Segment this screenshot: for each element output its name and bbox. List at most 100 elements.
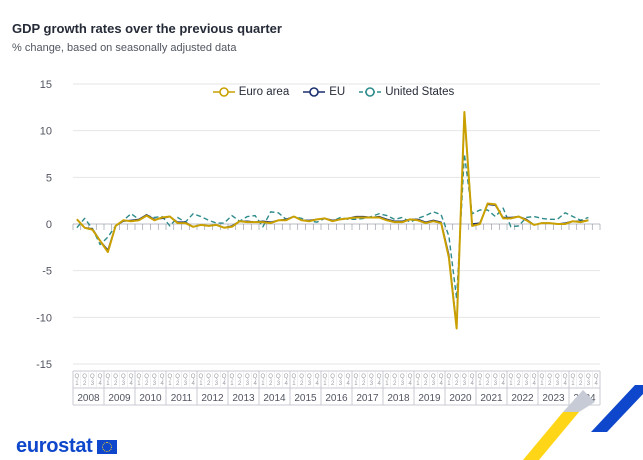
- series-line-united-states: [76, 153, 589, 300]
- quarter-label-number: 2: [424, 381, 428, 387]
- year-label-2011: 2011: [171, 393, 193, 404]
- decorative-stripes: [523, 385, 643, 460]
- quarter-label: Q: [509, 374, 514, 380]
- quarter-label-number: 2: [579, 381, 583, 387]
- quarter-label-number: 3: [587, 381, 591, 387]
- y-tick-label: -5: [42, 266, 52, 278]
- quarter-label: Q: [361, 374, 366, 380]
- quarter-label: Q: [137, 374, 142, 380]
- series-line-euro-area: [76, 111, 589, 330]
- y-tick-label: 10: [40, 126, 52, 138]
- quarter-label-number: 4: [563, 381, 567, 387]
- quarter-label-number: 1: [292, 381, 296, 387]
- legend-item-eu[interactable]: EU: [303, 86, 345, 98]
- quarter-label-number: 3: [432, 381, 436, 387]
- year-label-2012: 2012: [201, 393, 224, 404]
- quarter-label-number: 2: [486, 381, 490, 387]
- legend-item-united-states[interactable]: United States: [359, 86, 454, 98]
- blue-stripe: [591, 385, 643, 432]
- quarter-label-number: 3: [122, 381, 126, 387]
- legend-label-euro-area: Euro area: [238, 86, 290, 98]
- quarter-label-number: 1: [540, 381, 544, 387]
- quarter-label-number: 4: [594, 381, 598, 387]
- eurostat-logo: eurostat: [16, 435, 117, 458]
- quarter-label-number: 1: [168, 381, 172, 387]
- quarter-label: Q: [245, 374, 250, 380]
- quarter-label-number: 1: [323, 381, 327, 387]
- quarter-label: Q: [369, 374, 374, 380]
- year-label-2020: 2020: [449, 393, 472, 404]
- eu-flag-icon: [96, 439, 117, 454]
- quarter-label: Q: [106, 374, 111, 380]
- year-label-2023: 2023: [542, 393, 565, 404]
- quarter-label-number: 4: [470, 381, 474, 387]
- quarter-label: Q: [416, 374, 421, 380]
- quarter-label-number: 1: [509, 381, 513, 387]
- legend-item-euro-area[interactable]: Euro area: [212, 86, 290, 98]
- quarter-label: Q: [439, 374, 444, 380]
- quarter-label-number: 4: [532, 381, 536, 387]
- quarter-label: Q: [540, 374, 545, 380]
- quarter-label: Q: [276, 374, 281, 380]
- year-label-2016: 2016: [325, 393, 348, 404]
- quarter-label: Q: [315, 374, 320, 380]
- quarter-label: Q: [175, 374, 180, 380]
- chart-subtitle: % change, based on seasonally adjusted d…: [12, 42, 237, 54]
- chart-title: GDP growth rates over the previous quart…: [12, 21, 282, 36]
- quarter-label: Q: [563, 374, 568, 380]
- quarter-label: Q: [516, 374, 521, 380]
- quarter-label-number: 2: [114, 381, 118, 387]
- quarter-label: Q: [230, 374, 235, 380]
- chart-gridlines: [73, 83, 600, 365]
- quarter-label-number: 3: [525, 381, 529, 387]
- quarter-label: Q: [307, 374, 312, 380]
- year-label-2017: 2017: [356, 393, 379, 404]
- quarter-label-number: 2: [393, 381, 397, 387]
- quarter-label-number: 2: [517, 381, 521, 387]
- quarter-label-number: 4: [284, 381, 288, 387]
- yellow-stripe: [523, 412, 579, 460]
- quarter-label: Q: [501, 374, 506, 380]
- quarter-label: Q: [330, 374, 335, 380]
- year-label-2021: 2021: [480, 393, 503, 404]
- quarter-label-number: 2: [331, 381, 335, 387]
- quarter-label: Q: [144, 374, 149, 380]
- quarter-label: Q: [578, 374, 583, 380]
- quarter-label: Q: [253, 374, 258, 380]
- quarter-label: Q: [586, 374, 591, 380]
- quarter-label: Q: [292, 374, 297, 380]
- quarter-label: Q: [454, 374, 459, 380]
- quarter-label-number: 4: [501, 381, 505, 387]
- quarter-label-number: 3: [153, 381, 157, 387]
- quarter-label: Q: [532, 374, 537, 380]
- quarter-label: Q: [168, 374, 173, 380]
- logo-text: eurostat: [16, 435, 93, 457]
- chart-series-lines: [76, 111, 589, 330]
- quarter-label: Q: [90, 374, 95, 380]
- year-label-2010: 2010: [139, 393, 162, 404]
- quarter-label: Q: [524, 374, 529, 380]
- quarter-label: Q: [268, 374, 273, 380]
- quarter-label: Q: [237, 374, 242, 380]
- quarter-label: Q: [299, 374, 304, 380]
- quarter-label: Q: [98, 374, 103, 380]
- quarter-label: Q: [183, 374, 188, 380]
- quarter-label: Q: [222, 374, 227, 380]
- quarter-label-number: 2: [455, 381, 459, 387]
- quarter-label: Q: [160, 374, 165, 380]
- year-label-2018: 2018: [387, 393, 410, 404]
- year-label-2008: 2008: [77, 393, 100, 404]
- euro-area-legend-marker-icon: [212, 87, 235, 97]
- quarter-label-number: 3: [277, 381, 281, 387]
- y-tick-label: -10: [36, 312, 52, 324]
- quarter-label-number: 3: [370, 381, 374, 387]
- grey-stripe: [563, 390, 595, 412]
- quarter-label-number: 3: [184, 381, 188, 387]
- quarter-label-number: 2: [145, 381, 149, 387]
- quarter-label-number: 2: [362, 381, 366, 387]
- quarter-label-number: 1: [571, 381, 575, 387]
- quarter-label-number: 2: [548, 381, 552, 387]
- quarter-label: Q: [338, 374, 343, 380]
- quarter-label: Q: [191, 374, 196, 380]
- quarter-label-number: 3: [215, 381, 219, 387]
